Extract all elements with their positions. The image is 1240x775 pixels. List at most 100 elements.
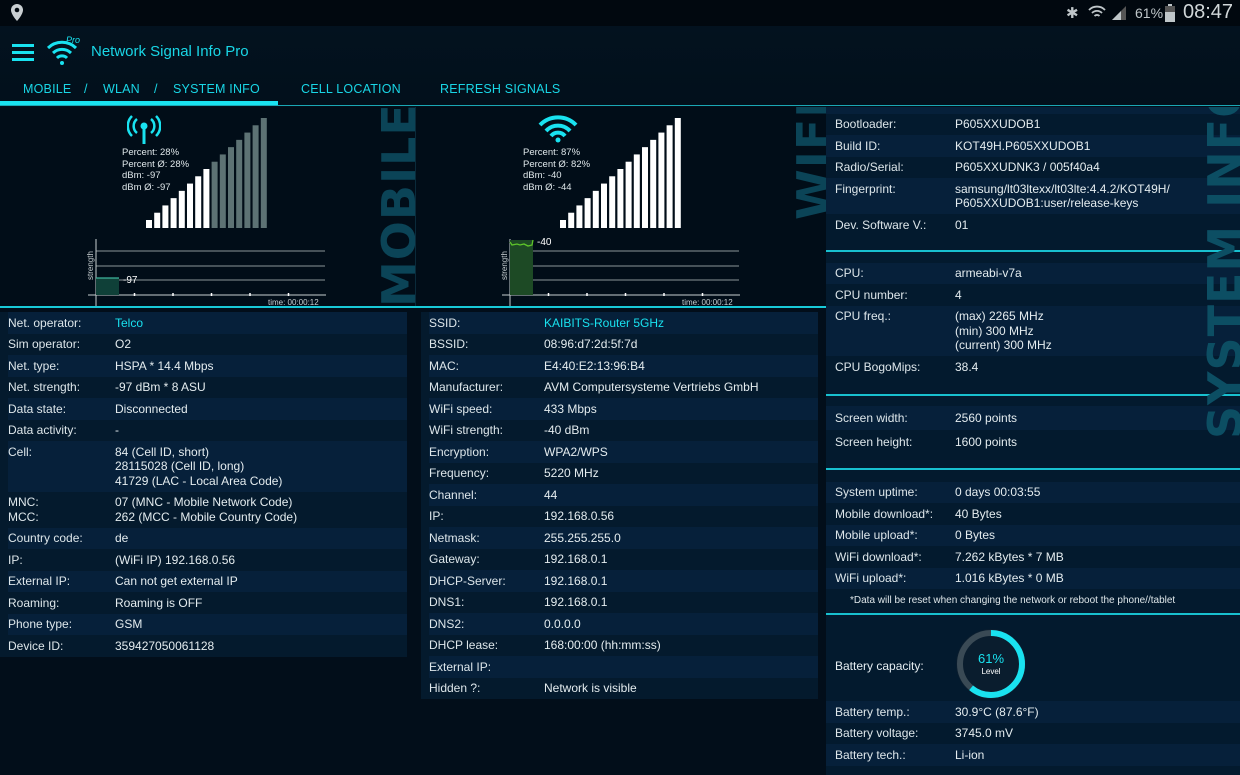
tab-system-info[interactable]: SYSTEM INFO xyxy=(173,82,260,96)
info-value: Network is visible xyxy=(544,681,637,695)
strength-current-value: -40 xyxy=(537,237,552,248)
info-label: CPU freq.: xyxy=(835,309,892,323)
info-label: External IP: xyxy=(8,574,71,588)
info-value: 192.168.0.1 xyxy=(544,552,608,566)
strength-fill xyxy=(510,240,533,295)
info-row: Net. operator: Telco xyxy=(8,312,407,334)
signal-bar xyxy=(642,147,648,228)
signal-bar xyxy=(236,139,243,228)
info-label: CPU number: xyxy=(835,287,908,302)
menu-icon[interactable] xyxy=(12,43,34,61)
strength-axis-label: strength xyxy=(500,251,509,280)
info-value: WPA2/WPS xyxy=(544,444,608,459)
info-row: CPU freq.: (max) 2265 MHz (min) 300 MHz (… xyxy=(826,305,1240,356)
info-label: Gateway: xyxy=(429,552,480,566)
info-value: P605XXUDNK3 / 005f40a4 xyxy=(955,160,1100,174)
strength-axis-label: strength xyxy=(86,251,95,280)
info-label: Hidden ?: xyxy=(429,681,481,695)
info-label: WiFi speed: xyxy=(429,401,493,416)
info-label: Screen width: xyxy=(835,410,908,425)
strength-fill xyxy=(96,278,119,295)
info-label: Fingerprint: xyxy=(835,181,896,196)
info-row: Channel: 44 xyxy=(429,484,818,506)
info-value: samsung/lt03ltexx/lt03lte:4.4.2/KOT49H/ … xyxy=(955,181,1170,211)
cell-signal-icon xyxy=(1112,6,1126,20)
info-label: WiFi upload*: xyxy=(835,571,907,585)
info-value: Telco xyxy=(115,315,144,330)
battery-percent: 61% xyxy=(1135,5,1164,21)
info-value: 07 (MNC - Mobile Network Code) 262 (MCC … xyxy=(115,495,298,524)
info-row: Mobile download*: 40 Bytes xyxy=(826,503,1240,525)
bluetooth-icon: ✱ xyxy=(1066,5,1079,22)
info-label: External IP: xyxy=(429,659,492,674)
info-label: WiFi strength: xyxy=(429,423,504,437)
signal-bar xyxy=(154,212,161,228)
mobile-signal-bars xyxy=(146,118,267,228)
refresh-signals-button[interactable]: REFRESH SIGNALS xyxy=(440,82,561,96)
info-value: -97 dBm * 8 ASU xyxy=(115,380,206,394)
status-bar: ✱ 61% 08:47 xyxy=(0,0,1240,26)
screen-section: Screen width: 2560 points Screen height: 16… xyxy=(826,396,1240,455)
gauge-background xyxy=(956,629,1026,699)
info-value: 0 Bytes xyxy=(955,528,996,542)
info-label: DNS2: xyxy=(429,616,465,631)
system-info-panel[interactable]: SYSTEM INFO Android:KitKat - Version 4.4… xyxy=(826,107,1240,775)
info-value: 08:96:d7:2d:5f:7d xyxy=(544,337,638,351)
info-value: P605XXUDOB1 xyxy=(955,117,1041,131)
logo-badge: Pro xyxy=(66,35,80,45)
signal-bar xyxy=(584,198,591,228)
signal-bar xyxy=(203,169,210,228)
signal-bar xyxy=(674,118,681,228)
tab-cell-location[interactable]: CELL LOCATION xyxy=(301,82,401,96)
info-label: Frequency: xyxy=(429,466,490,480)
section-divider xyxy=(826,393,1240,396)
info-value: -40 dBm xyxy=(544,423,590,437)
info-label: Netmask: xyxy=(429,530,480,545)
info-row: Gateway: 192.168.0.1 xyxy=(429,549,818,571)
info-value: KOT49H.P605XXUDOB1 xyxy=(955,138,1091,153)
tab-mobile[interactable]: MOBILE xyxy=(23,82,72,96)
info-row: Phone type: GSM xyxy=(8,613,407,635)
info-row: Encryption: WPA2/WPS xyxy=(429,441,818,463)
info-row: Hidden ?: Network is visible xyxy=(429,678,818,700)
info-value: - xyxy=(115,423,119,437)
strength-current-value: -97 xyxy=(123,275,138,286)
tab-wlan[interactable]: WLAN xyxy=(103,82,140,96)
wifi-icon xyxy=(538,115,578,143)
info-row: MNC: MCC: 07 (MNC - Mobile Network Code) … xyxy=(8,492,407,528)
active-tab-indicator xyxy=(0,101,278,105)
info-value: 44 xyxy=(544,487,558,502)
signal-bar xyxy=(601,183,607,228)
signal-bar xyxy=(228,147,234,228)
info-row: Fingerprint: samsung/lt03ltexx/lt03lte:4.… xyxy=(826,178,1240,214)
app-logo-icon: Pro xyxy=(46,35,80,65)
signal-bar xyxy=(219,154,226,228)
info-row: Sim operator: O2 xyxy=(8,334,407,356)
info-value: 192.168.0.56 xyxy=(544,509,615,523)
info-label: Radio/Serial: xyxy=(835,160,904,174)
signal-bar xyxy=(252,125,259,228)
traffic-section: System uptime: 0 days 00:03:55 Mobile down… xyxy=(826,470,1240,589)
signal-bar xyxy=(666,125,673,228)
info-label: Manufacturer: xyxy=(429,380,504,394)
info-value: KAIBITS-Router 5GHz xyxy=(544,315,665,330)
battery-level-gauge xyxy=(956,629,1026,699)
system-info-watermark: SYSTEM INFO xyxy=(1198,107,1240,439)
info-value: de xyxy=(115,531,129,545)
info-row: Bootloader: P605XXUDOB1 xyxy=(826,114,1240,136)
info-label: DHCP lease: xyxy=(429,638,499,652)
info-row: Mobile upload*: 0 Bytes xyxy=(826,524,1240,546)
signal-bar xyxy=(195,176,202,228)
info-value: 359427050061128 xyxy=(115,638,215,653)
time-label: time: 00:00:12 xyxy=(268,298,319,307)
info-row: External IP: Can not get external IP xyxy=(8,570,407,592)
wifi-signal-stats: Percent: 87% Percent Ø: 82% dBm: -40 dBm… xyxy=(523,147,591,193)
info-label: Mobile download*: xyxy=(835,506,934,521)
info-value: O2 xyxy=(115,337,132,351)
info-value: 192.168.0.1 xyxy=(544,595,608,609)
info-label: Mobile upload*: xyxy=(835,528,918,542)
info-value: Li-ion xyxy=(955,747,985,762)
cpu-section: CPU: armeabi-v7a CPU number: 4 CPU freq.: (ma… xyxy=(826,262,1240,378)
signal-bar xyxy=(560,220,566,228)
info-row: Screen width: 2560 points xyxy=(826,405,1240,430)
